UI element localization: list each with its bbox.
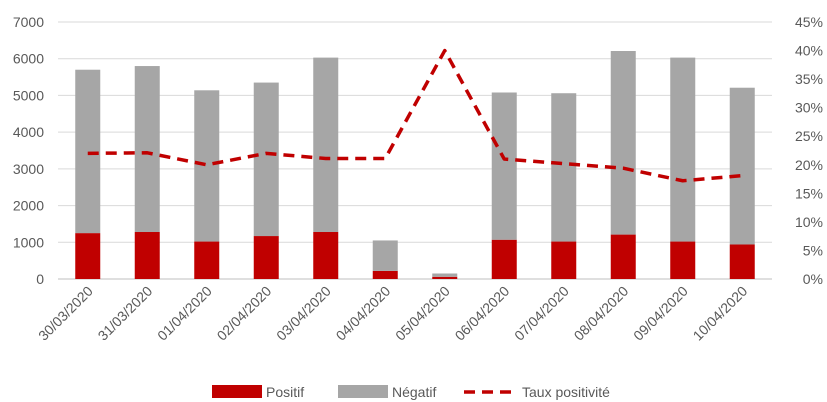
y-left-tick-label: 5000: [13, 87, 44, 103]
legend-swatch-positif: [212, 385, 262, 398]
y-right-tick-label: 30%: [795, 100, 823, 116]
bar-negatif: [313, 57, 339, 233]
legend-label-negatif: Négatif: [392, 384, 436, 400]
legend-label-taux: Taux positivité: [522, 384, 610, 400]
x-tick-label: 10/04/2020: [690, 283, 751, 344]
bar-negatif: [670, 57, 696, 242]
y-axis-left: 0 1000 2000 3000 4000 5000 6000 7000: [13, 14, 44, 287]
bar-negatif: [551, 93, 577, 242]
x-tick-label: 30/03/2020: [35, 283, 96, 344]
x-tick-label: 01/04/2020: [154, 283, 215, 344]
x-axis: 30/03/202031/03/202001/04/202002/04/2020…: [35, 283, 751, 344]
x-tick-label: 02/04/2020: [214, 283, 275, 344]
y-left-tick-label: 1000: [13, 234, 44, 250]
y-right-tick-label: 20%: [795, 157, 823, 173]
legend-label-positif: Positif: [266, 384, 304, 400]
x-tick-label: 31/03/2020: [95, 283, 156, 344]
bar-negatif: [194, 90, 220, 242]
bar-negatif: [372, 240, 398, 271]
y-right-tick-label: 45%: [795, 14, 823, 30]
y-right-tick-label: 40%: [795, 43, 823, 59]
bar-negatif: [491, 92, 517, 240]
bar-negatif: [75, 69, 101, 234]
legend: Positif Négatif Taux positivité: [212, 384, 610, 400]
y-right-tick-label: 10%: [795, 214, 823, 230]
y-left-tick-label: 4000: [13, 124, 44, 140]
bar-positif: [491, 239, 517, 279]
y-left-tick-label: 7000: [13, 14, 44, 30]
x-tick-label: 09/04/2020: [630, 283, 691, 344]
bar-positif: [75, 233, 101, 279]
line-taux-positivite: [87, 48, 743, 183]
bar-positif: [432, 276, 458, 279]
bar-positif: [729, 244, 755, 279]
positivity-line: [87, 48, 743, 183]
y-right-tick-label: 15%: [795, 185, 823, 201]
bar-negatif: [729, 87, 755, 245]
bar-positif: [313, 232, 339, 279]
bars: [75, 51, 755, 279]
bar-negatif: [610, 51, 636, 235]
bar-positif: [670, 241, 696, 279]
bar-positif: [134, 232, 160, 279]
x-tick-label: 06/04/2020: [452, 283, 513, 344]
bar-positif: [610, 234, 636, 279]
bar-negatif: [432, 273, 458, 277]
y-right-tick-label: 5%: [803, 242, 823, 258]
y-axis-right: 0% 5% 10% 15% 20% 25% 30% 35% 40% 45%: [795, 14, 823, 287]
y-right-tick-label: 25%: [795, 128, 823, 144]
y-left-tick-label: 3000: [13, 161, 44, 177]
y-right-tick-label: 0%: [803, 271, 823, 287]
gridlines: [58, 21, 772, 280]
x-tick-label: 07/04/2020: [511, 283, 572, 344]
bar-positif: [194, 241, 220, 279]
bar-positif: [372, 270, 398, 279]
x-tick-label: 03/04/2020: [273, 283, 334, 344]
y-left-tick-label: 0: [36, 271, 44, 287]
bar-negatif: [134, 66, 160, 233]
bar-negatif: [253, 82, 279, 237]
bar-positif: [551, 241, 577, 279]
y-left-tick-label: 6000: [13, 51, 44, 67]
x-tick-label: 05/04/2020: [392, 283, 453, 344]
x-tick-label: 08/04/2020: [571, 283, 632, 344]
y-left-tick-label: 2000: [13, 198, 44, 214]
bar-positif: [253, 236, 279, 279]
legend-swatch-negatif: [338, 385, 388, 398]
y-right-tick-label: 35%: [795, 71, 823, 87]
x-tick-label: 04/04/2020: [333, 283, 394, 344]
